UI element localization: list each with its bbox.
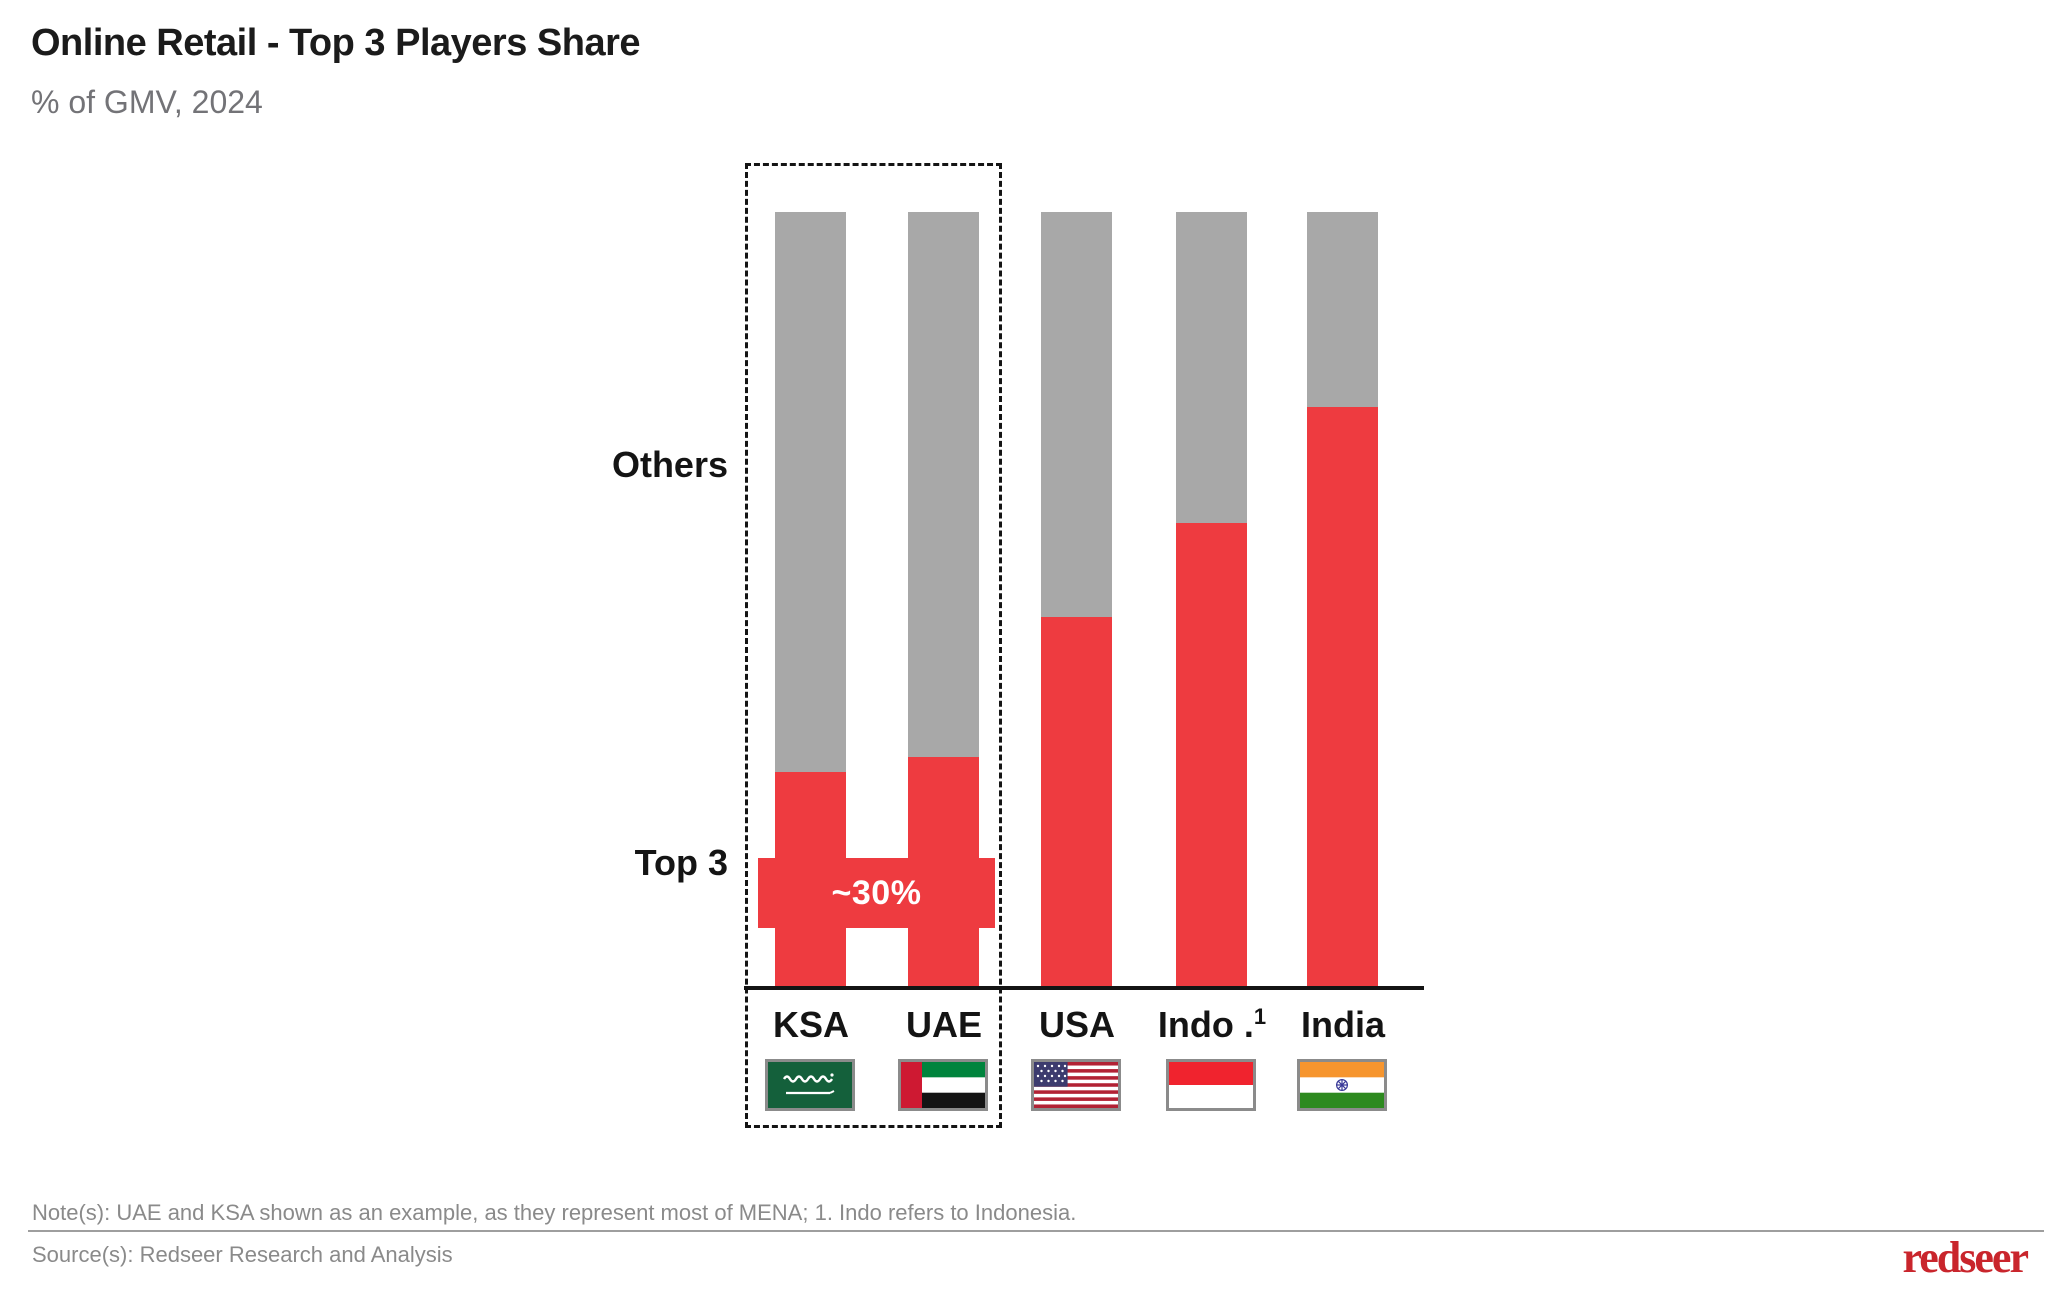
redseer-logo: redseer [1902,1233,2029,1282]
saudi-arabia-flag [765,1059,855,1111]
page-title: Online Retail - Top 3 Players Share [31,22,641,64]
india-flag [1297,1059,1387,1111]
page-subtitle: % of GMV, 2024 [31,84,263,120]
footnote: Note(s): UAE and KSA shown as an example… [32,1200,1077,1225]
bar-india-others-segment [1307,212,1378,407]
bar-india [1307,212,1378,990]
axis-label-india: India [1300,1004,1385,1045]
bar-usa-others-segment [1041,212,1112,617]
series-label-others: Others [611,444,728,485]
axis-label-indonesia: Indo .1 [1157,1004,1267,1045]
footer-divider [28,1230,2044,1232]
uae-flag [898,1059,988,1111]
bar-usa [1041,212,1112,990]
bar-indonesia-top3-segment [1176,523,1247,990]
bar-usa-top3-segment [1041,616,1112,990]
bar-ksa-others-segment [775,212,846,773]
top3-share-callout-value: ~30% [831,873,922,912]
bar-uae-others-segment [908,212,979,757]
source-line: Source(s): Redseer Research and Analysis [32,1242,453,1267]
series-label-top3: Top 3 [634,842,728,883]
usa-flag [1031,1059,1121,1111]
bar-ksa [775,212,846,990]
top3-share-callout-band: ~30% [758,858,995,928]
bar-indonesia [1176,212,1247,990]
axis-label-ksa: KSA [772,1004,849,1045]
axis-label-usa: USA [1038,1004,1115,1045]
bar-india-top3-segment [1307,406,1378,990]
bar-indonesia-others-segment [1176,212,1247,524]
axis-label-uae: UAE [905,1004,982,1045]
mena-highlight-dashed-box [745,163,1002,1128]
indonesia-flag [1166,1059,1256,1111]
x-axis-line [744,986,1424,990]
